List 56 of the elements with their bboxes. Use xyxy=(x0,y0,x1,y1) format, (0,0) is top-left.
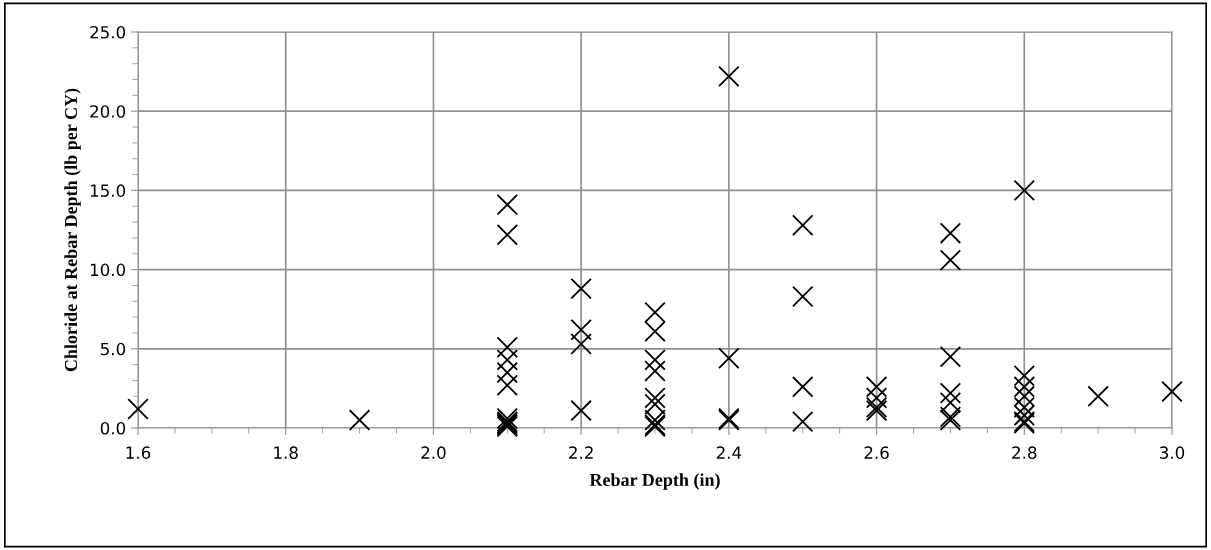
point xyxy=(127,398,149,420)
y-tick-label: 15.0 xyxy=(90,184,126,197)
point xyxy=(644,393,666,415)
x-axis-title: Rebar Depth (in) xyxy=(589,473,720,490)
point xyxy=(644,349,666,371)
x-tick-label: 2.0 xyxy=(421,446,446,459)
point xyxy=(1161,380,1183,403)
x-tick-label: 2.2 xyxy=(569,446,593,459)
y-axis-title: Chloride at Rebar Depth (lb per CY) xyxy=(64,88,81,372)
point xyxy=(570,319,592,341)
point xyxy=(865,387,888,409)
point xyxy=(1013,404,1036,427)
point xyxy=(1013,396,1036,419)
point xyxy=(496,224,519,246)
y-tick-label: 25.0 xyxy=(90,25,126,39)
point xyxy=(791,410,814,433)
point xyxy=(939,345,962,368)
x-tick-label: 1.8 xyxy=(274,446,298,459)
point xyxy=(718,347,740,370)
x-tick-label: 1.6 xyxy=(126,446,151,459)
point xyxy=(939,222,962,244)
point xyxy=(791,214,814,236)
point xyxy=(644,409,666,431)
point xyxy=(791,376,814,398)
point xyxy=(570,333,592,355)
x-tick-label: 3.0 xyxy=(1160,446,1185,459)
y-tick-label: 0.0 xyxy=(100,421,126,435)
point xyxy=(496,374,519,396)
point xyxy=(1087,385,1109,408)
point xyxy=(1013,376,1036,398)
point xyxy=(496,193,519,216)
point xyxy=(644,360,666,382)
point xyxy=(939,249,962,271)
point xyxy=(570,399,592,422)
point xyxy=(1013,385,1036,408)
point xyxy=(348,409,371,431)
point xyxy=(939,391,962,414)
point xyxy=(570,277,592,300)
x-tick-label: 2.6 xyxy=(864,446,889,459)
point xyxy=(496,349,519,371)
y-tick-label: 10.0 xyxy=(90,263,126,277)
point xyxy=(865,376,888,398)
point xyxy=(644,320,666,343)
point xyxy=(496,361,519,384)
point xyxy=(644,301,666,324)
y-tick-label: 5.0 xyxy=(100,342,126,356)
point xyxy=(1013,179,1036,202)
y-tick-label: 20.0 xyxy=(90,105,126,118)
x-tick-label: 2.4 xyxy=(716,446,742,459)
x-tick-label: 2.8 xyxy=(1012,446,1037,459)
point xyxy=(496,336,519,358)
point xyxy=(939,382,962,404)
point xyxy=(791,285,814,308)
point xyxy=(644,387,666,409)
point xyxy=(718,65,740,88)
point xyxy=(1013,365,1036,387)
